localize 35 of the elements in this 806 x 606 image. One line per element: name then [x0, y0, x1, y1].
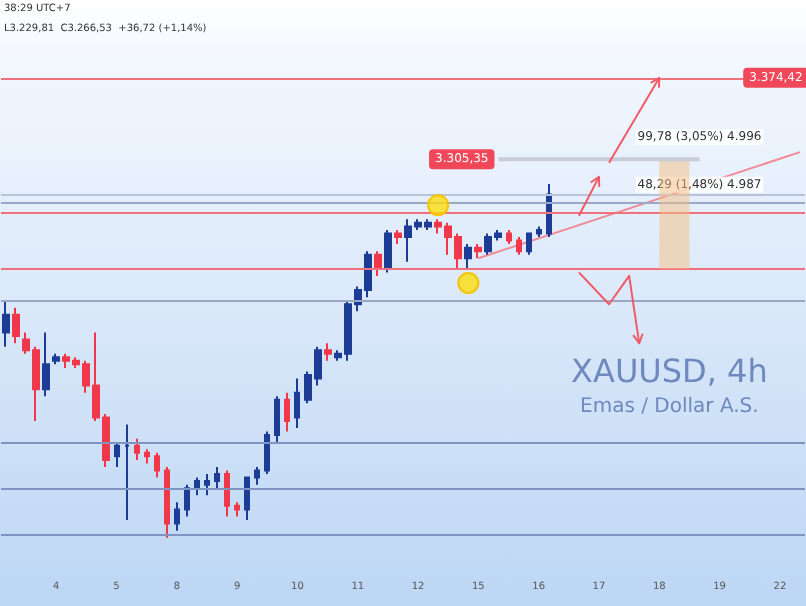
candlestick — [12, 306, 20, 345]
candlestick — [254, 465, 260, 486]
candlestick — [516, 236, 522, 256]
candlestick — [374, 250, 382, 277]
candlestick — [506, 228, 512, 246]
candlestick — [324, 342, 332, 362]
candlestick — [394, 228, 402, 246]
candlestick — [264, 430, 270, 476]
candlestick — [164, 465, 170, 539]
candlestick — [52, 352, 60, 366]
text: Emas / Dollar A.S. — [580, 396, 759, 419]
candlestick — [184, 483, 190, 518]
candlestick — [536, 225, 542, 239]
candlestick — [244, 476, 250, 522]
candlestick — [114, 441, 120, 468]
candlestick — [464, 243, 472, 270]
candlestick — [474, 243, 482, 260]
candlestick — [214, 465, 220, 490]
candlestick — [174, 501, 180, 532]
candlestick — [284, 391, 290, 433]
candlestick — [124, 423, 130, 522]
candlestick — [144, 448, 150, 465]
candlestick — [526, 232, 532, 256]
candlestick — [384, 228, 392, 274]
candlestick — [2, 299, 10, 348]
candlestick — [234, 501, 240, 518]
text: XAUUSD, 4h — [571, 352, 768, 391]
candlestick — [154, 451, 160, 479]
candlestick — [134, 437, 140, 461]
candlestick — [204, 473, 210, 497]
candlestick — [194, 476, 200, 497]
candlestick — [42, 331, 50, 398]
candlestick — [274, 395, 280, 444]
candlestick — [294, 377, 300, 430]
candlestick — [224, 469, 230, 518]
